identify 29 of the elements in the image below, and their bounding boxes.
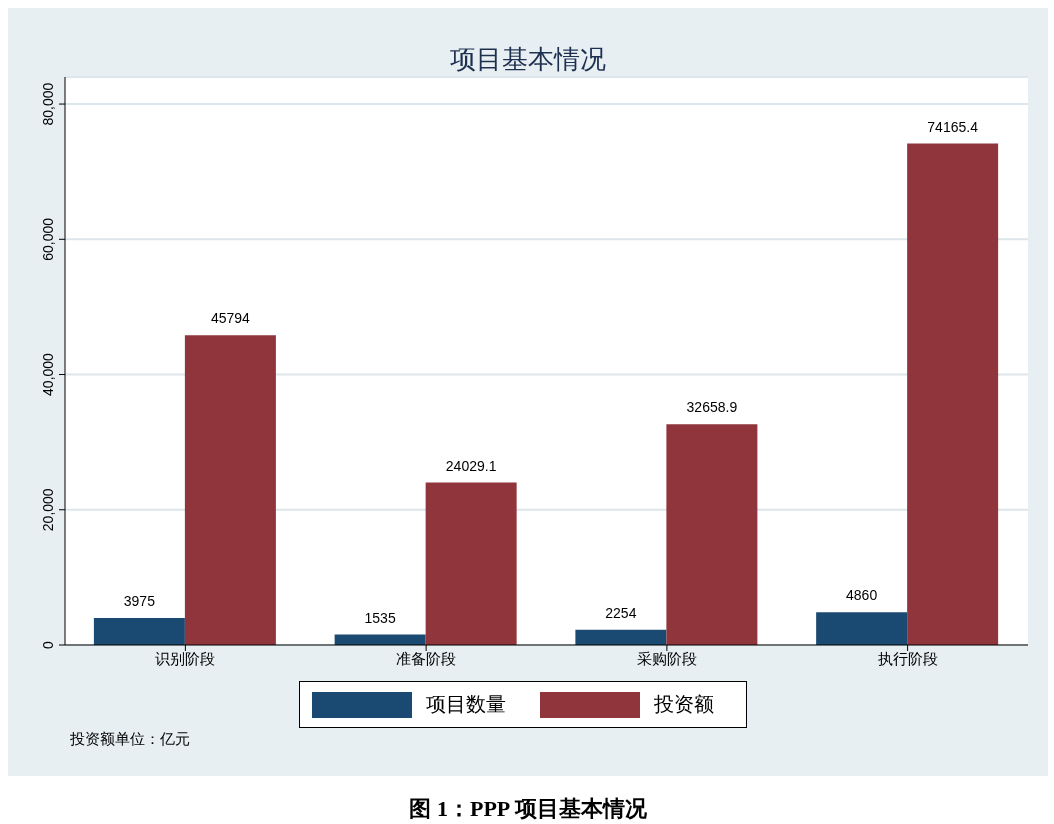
y-tick-label: 0 <box>40 640 56 649</box>
y-tick-label: 40,000 <box>40 352 56 396</box>
bar <box>425 482 517 645</box>
x-tick-label: 准备阶段 <box>396 649 457 667</box>
text: 投资额单位：亿元 <box>70 730 190 749</box>
bar <box>907 143 999 645</box>
x-tick-label: 执行阶段 <box>877 649 938 667</box>
bar <box>93 618 185 645</box>
bar <box>816 612 908 645</box>
y-tick-label: 80,000 <box>40 82 56 126</box>
legend-label: 项目数量 <box>426 692 506 717</box>
data-label: 3975 <box>123 593 156 610</box>
x-tick-label: 采购阶段 <box>636 649 697 667</box>
chart-title: 项目基本情况 <box>449 43 607 76</box>
bar <box>575 629 667 645</box>
data-label: 4860 <box>846 587 878 604</box>
caption: 图 1：PPP 项目基本情况 <box>408 795 648 823</box>
legend-label: 投资额 <box>654 692 714 717</box>
y-tick-label: 20,000 <box>40 488 56 532</box>
data-label: 45794 <box>210 310 251 327</box>
data-label: 2254 <box>605 604 637 621</box>
x-tick-label: 识别阶段 <box>155 649 216 667</box>
data-label: 24029.1 <box>445 457 497 474</box>
y-tick-label: 60,000 <box>40 217 56 261</box>
data-label: 74165.4 <box>927 118 979 135</box>
data-label: 1535 <box>364 609 396 626</box>
data-label: 32658.9 <box>686 399 738 416</box>
bar <box>666 424 758 645</box>
bar <box>184 335 276 645</box>
